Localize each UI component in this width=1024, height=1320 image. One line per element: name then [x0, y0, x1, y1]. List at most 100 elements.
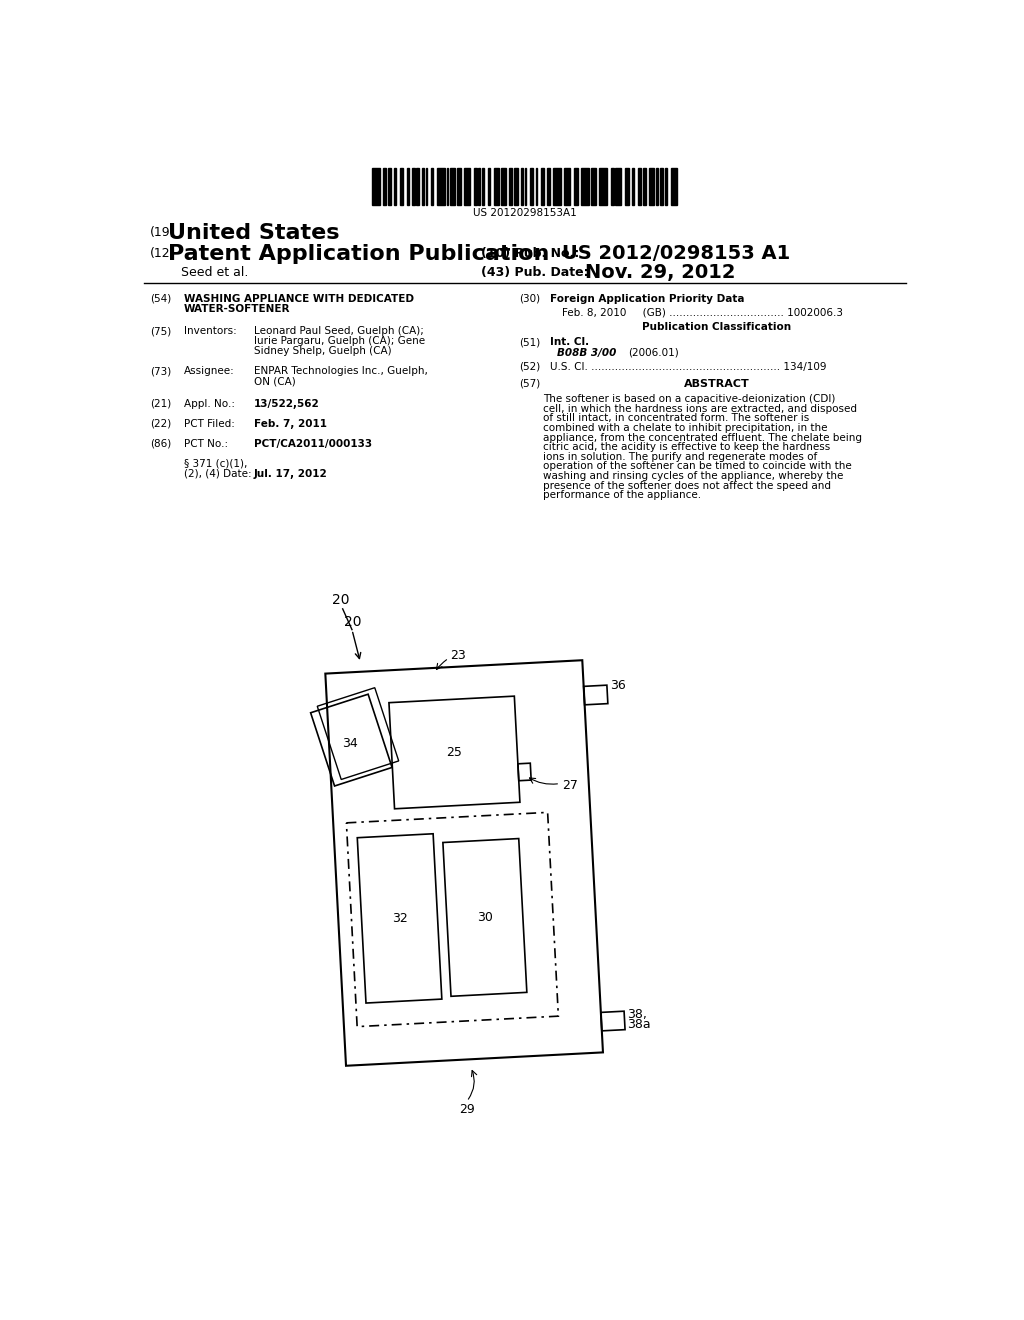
Text: Iurie Pargaru, Guelph (CA); Gene: Iurie Pargaru, Guelph (CA); Gene	[254, 337, 425, 346]
Bar	[599, 168, 607, 205]
Bar	[394, 168, 396, 205]
Text: 38,: 38,	[627, 1008, 647, 1022]
Text: Assignee:: Assignee:	[183, 367, 234, 376]
Bar	[514, 168, 518, 205]
Text: (73): (73)	[150, 367, 171, 376]
Bar	[530, 168, 534, 205]
Text: Inventors:: Inventors:	[183, 326, 237, 337]
Bar	[487, 168, 489, 205]
Text: WASHING APPLIANCE WITH DEDICATED: WASHING APPLIANCE WITH DEDICATED	[183, 294, 414, 304]
Bar	[422, 168, 424, 205]
Text: 23: 23	[451, 648, 466, 661]
Text: (10) Pub. No.:: (10) Pub. No.:	[480, 247, 579, 260]
Text: United States: United States	[168, 223, 340, 243]
Text: PCT/CA2011/000133: PCT/CA2011/000133	[254, 438, 372, 449]
Text: combined with a chelate to inhibit precipitation, in the: combined with a chelate to inhibit preci…	[543, 422, 827, 433]
Text: (51): (51)	[519, 337, 541, 347]
Bar	[509, 168, 512, 205]
Text: Publication Classification: Publication Classification	[642, 322, 792, 331]
Text: (2006.01): (2006.01)	[628, 348, 679, 358]
Text: presence of the softener does not affect the speed and: presence of the softener does not affect…	[543, 480, 830, 491]
Text: PCT No.:: PCT No.:	[183, 438, 228, 449]
Text: Feb. 8, 2010     (GB) .................................. 1002006.3: Feb. 8, 2010 (GB) ......................…	[562, 308, 843, 318]
Text: (30): (30)	[519, 294, 541, 304]
Bar	[554, 168, 561, 205]
Text: (54): (54)	[150, 294, 171, 304]
Text: US 2012/0298153 A1: US 2012/0298153 A1	[562, 244, 791, 263]
Bar	[437, 168, 445, 205]
Bar	[372, 168, 380, 205]
Text: Int. Cl.: Int. Cl.	[550, 337, 590, 347]
Text: B08B 3/00: B08B 3/00	[557, 348, 616, 358]
Bar	[524, 168, 526, 205]
Bar	[446, 168, 449, 205]
Text: ON (CA): ON (CA)	[254, 376, 295, 387]
Text: 20: 20	[333, 593, 350, 607]
Text: (86): (86)	[150, 438, 171, 449]
Bar	[464, 168, 470, 205]
Bar	[474, 168, 477, 205]
Bar	[536, 168, 538, 205]
Bar	[632, 168, 634, 205]
Bar	[426, 168, 427, 205]
Text: 32: 32	[391, 912, 408, 925]
Bar	[541, 168, 544, 205]
Text: operation of the softener can be timed to coincide with the: operation of the softener can be timed t…	[543, 462, 851, 471]
Bar	[458, 168, 461, 205]
Text: ions in solution. The purify and regenerate modes of: ions in solution. The purify and regener…	[543, 451, 817, 462]
Bar	[388, 168, 391, 205]
Bar	[501, 168, 506, 205]
Text: U.S. Cl. ........................................................ 134/109: U.S. Cl. ...............................…	[550, 362, 826, 372]
Text: (57): (57)	[519, 379, 541, 388]
Text: ABSTRACT: ABSTRACT	[684, 379, 750, 388]
Bar	[643, 168, 646, 205]
Text: of still intact, in concentrated form. The softener is: of still intact, in concentrated form. T…	[543, 413, 809, 424]
Text: Patent Application Publication: Patent Application Publication	[168, 244, 550, 264]
Text: 30: 30	[477, 911, 493, 924]
Bar	[431, 168, 433, 205]
Bar	[659, 168, 663, 205]
Bar	[478, 168, 480, 205]
Text: Seed et al.: Seed et al.	[180, 267, 248, 280]
Text: (43) Pub. Date:: (43) Pub. Date:	[480, 267, 588, 280]
Bar	[521, 168, 523, 205]
Text: 20: 20	[344, 615, 361, 628]
Text: (19): (19)	[150, 226, 175, 239]
Text: washing and rinsing cycles of the appliance, whereby the: washing and rinsing cycles of the applia…	[543, 471, 843, 480]
Bar	[638, 168, 641, 205]
Bar	[591, 168, 596, 205]
Text: (52): (52)	[519, 362, 541, 372]
Bar	[615, 168, 621, 205]
Text: Nov. 29, 2012: Nov. 29, 2012	[586, 263, 736, 282]
Text: performance of the appliance.: performance of the appliance.	[543, 490, 700, 500]
Text: Appl. No.:: Appl. No.:	[183, 399, 234, 409]
Text: § 371 (c)(1),: § 371 (c)(1),	[183, 459, 247, 469]
Text: ENPAR Technologies Inc., Guelph,: ENPAR Technologies Inc., Guelph,	[254, 367, 427, 376]
Bar	[655, 168, 658, 205]
Bar	[494, 168, 500, 205]
Text: PCT Filed:: PCT Filed:	[183, 418, 234, 429]
Bar	[573, 168, 578, 205]
Bar	[400, 168, 403, 205]
Text: Sidney Shelp, Guelph (CA): Sidney Shelp, Guelph (CA)	[254, 346, 391, 356]
Text: (2), (4) Date:: (2), (4) Date:	[183, 469, 252, 479]
Bar	[672, 168, 677, 205]
Text: (22): (22)	[150, 418, 171, 429]
Text: (21): (21)	[150, 399, 171, 409]
Bar	[482, 168, 483, 205]
Text: citric acid, the acidity is effective to keep the hardness: citric acid, the acidity is effective to…	[543, 442, 829, 453]
Text: 38a: 38a	[627, 1018, 650, 1031]
Bar	[383, 168, 386, 205]
Text: The softener is based on a capacitive-deionization (CDI): The softener is based on a capacitive-de…	[543, 395, 835, 404]
Text: 29: 29	[459, 1102, 474, 1115]
Text: (75): (75)	[150, 326, 171, 337]
Bar	[407, 168, 410, 205]
Bar	[413, 168, 415, 205]
Text: 34: 34	[342, 738, 357, 751]
Text: US 20120298153A1: US 20120298153A1	[473, 209, 577, 218]
Bar	[649, 168, 654, 205]
Text: Jul. 17, 2012: Jul. 17, 2012	[254, 469, 328, 479]
Text: WATER-SOFTENER: WATER-SOFTENER	[183, 304, 290, 314]
Bar	[665, 168, 668, 205]
Text: appliance, from the concentrated effluent. The chelate being: appliance, from the concentrated effluen…	[543, 433, 861, 442]
